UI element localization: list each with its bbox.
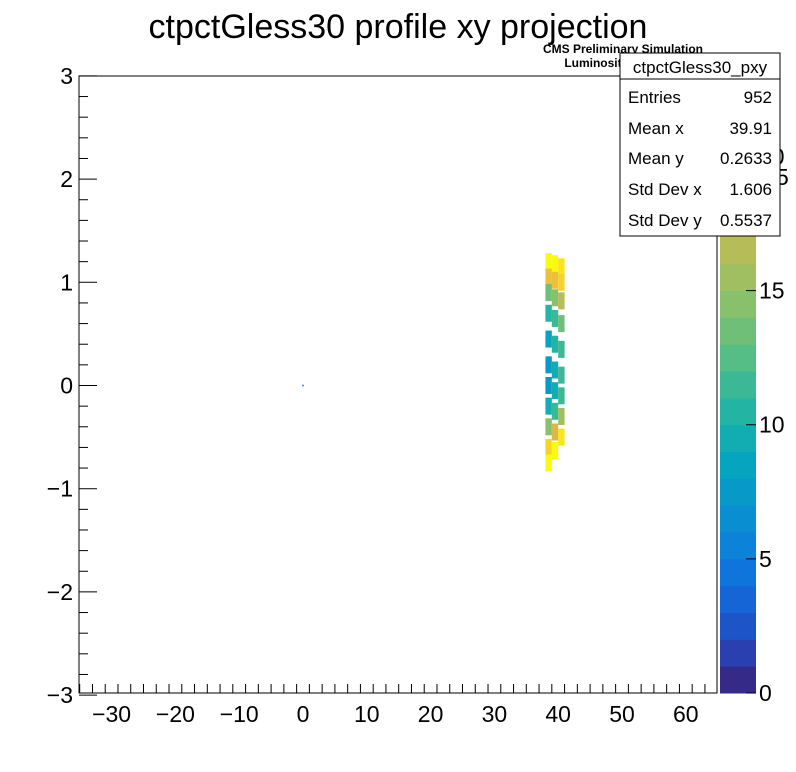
x-tick-label: −30 (92, 701, 131, 727)
heatmap-cell (558, 428, 565, 446)
x-tick-label: 0 (297, 701, 310, 727)
stat-label: Std Dev x (628, 180, 702, 199)
color-scale-band (720, 424, 756, 453)
color-scale-band (720, 612, 756, 640)
stat-value: 39.91 (729, 119, 772, 138)
heatmap-cell (545, 397, 552, 415)
x-tick-label: 40 (545, 701, 571, 727)
y-tick-label: 2 (60, 166, 73, 192)
color-scale-band (720, 290, 756, 318)
color-scale-band (720, 344, 756, 372)
heatmap-cell (545, 454, 552, 472)
x-tick-label: 60 (673, 701, 699, 727)
stat-label: Mean x (628, 119, 684, 138)
heatmap-cell (551, 271, 559, 289)
heatmap-cell (551, 255, 559, 273)
heatmap-cell (558, 292, 565, 310)
heatmap-cell (545, 377, 552, 394)
heatmap-cells (302, 253, 565, 472)
heatmap-cell (558, 273, 565, 291)
chart-title: ctpctGless30 profile xy projection (149, 8, 648, 46)
color-scale-band (720, 585, 756, 614)
x-tick-label: −10 (220, 701, 259, 727)
color-scale-band (720, 558, 756, 587)
heatmap-cell (551, 309, 559, 327)
heatmap-cell (558, 340, 565, 358)
x-tick-label: 50 (609, 701, 635, 727)
y-tick-label: 0 (60, 373, 73, 399)
z-tick-label: 0 (759, 680, 772, 706)
stat-value: 1.606 (729, 180, 772, 199)
heatmap-cell (545, 253, 552, 271)
stat-value: 0.5537 (720, 211, 772, 230)
color-scale-band (720, 397, 756, 426)
color-scale-band (720, 639, 756, 667)
color-scale-band (720, 666, 756, 694)
heatmap-cell (545, 330, 552, 348)
heatmap-cell (558, 315, 565, 333)
heatmap-cell (545, 284, 552, 302)
x-tick-label: 30 (482, 701, 508, 727)
heatmap-cell (545, 356, 552, 374)
x-tick-label: 10 (354, 701, 380, 727)
heatmap-cell (545, 418, 552, 436)
z-tick-label: 10 (759, 412, 785, 438)
heatmap-cell (551, 423, 559, 441)
color-scale-band (720, 451, 756, 479)
heatmap-cell (551, 402, 559, 420)
y-tick-label: −3 (47, 682, 73, 708)
color-scale-band (720, 371, 756, 399)
stat-label: Entries (628, 88, 681, 107)
y-tick-label: 3 (60, 63, 73, 89)
heatmap-cell (551, 361, 559, 379)
heatmap-cell (551, 382, 559, 400)
heatmap-cell (302, 384, 304, 387)
heatmap-cell (551, 442, 559, 460)
z-tick-label: 5 (759, 546, 772, 572)
stats-box-name: ctpctGless30_pxy (633, 58, 768, 77)
heatmap-cell (558, 258, 565, 276)
heatmap-cell (545, 268, 552, 286)
stat-label: Mean y (628, 149, 684, 168)
heatmap-cell (558, 387, 565, 405)
x-tick-label: 20 (418, 701, 444, 727)
color-scale-band (720, 505, 756, 533)
color-scale-band (720, 532, 756, 560)
stats-box-frame (619, 52, 781, 237)
color-scale-band (720, 478, 756, 506)
z-tick-label: 15 (759, 278, 785, 304)
heatmap-cell (551, 335, 559, 353)
stat-value: 952 (744, 88, 772, 107)
color-scale-band (720, 317, 756, 345)
heatmap-cell (558, 366, 565, 384)
heatmap-cell (545, 438, 552, 456)
y-tick-label: −1 (47, 476, 73, 502)
stat-label: Std Dev y (628, 211, 702, 230)
heatmap-cell (545, 304, 552, 322)
heatmap-cell (558, 407, 565, 425)
y-tick-label: 1 (60, 269, 73, 295)
color-scale-band (720, 263, 756, 292)
color-scale-band (720, 236, 756, 265)
y-tick-label: −2 (47, 579, 73, 605)
heatmap-cell (551, 289, 559, 307)
stats-box: ctpctGless30_pxy Entries 952 Mean x 39.9… (619, 52, 781, 237)
stat-value: 0.2633 (720, 149, 772, 168)
x-tick-label: −20 (156, 701, 195, 727)
